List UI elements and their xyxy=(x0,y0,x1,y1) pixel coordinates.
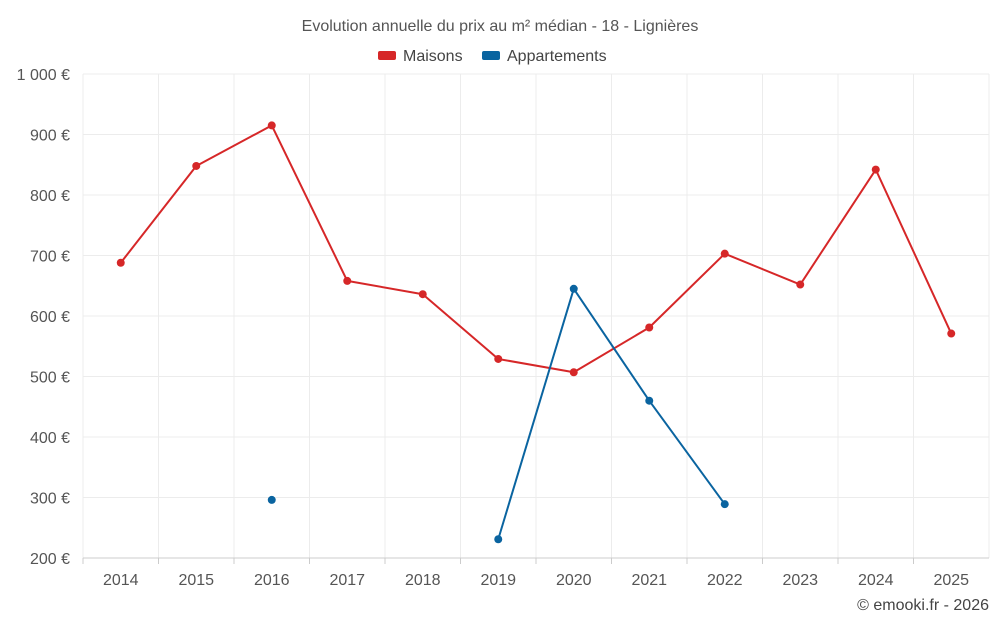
credit-text: © emooki.fr - 2026 xyxy=(857,597,989,614)
data-point[interactable] xyxy=(720,249,729,258)
grid xyxy=(82,73,990,559)
data-point[interactable] xyxy=(267,121,276,130)
x-tick-label: 2019 xyxy=(480,572,516,589)
legend-label[interactable]: Appartements xyxy=(507,48,607,65)
y-tick-label: 500 € xyxy=(30,370,70,387)
data-point[interactable] xyxy=(192,161,201,170)
series-line xyxy=(497,287,726,540)
y-tick-label: 700 € xyxy=(30,249,70,266)
x-tick-label: 2023 xyxy=(782,572,818,589)
chart-title: Evolution annuelle du prix au m² médian … xyxy=(302,18,699,35)
data-point[interactable] xyxy=(418,290,427,299)
data-point[interactable] xyxy=(494,354,503,363)
legend: Maisons Appartements xyxy=(378,48,607,65)
x-tick-label: 2022 xyxy=(707,572,743,589)
data-point[interactable] xyxy=(720,500,729,509)
data-point[interactable] xyxy=(796,280,805,289)
legend-label[interactable]: Maisons xyxy=(403,48,463,65)
y-tick-label: 600 € xyxy=(30,309,70,326)
data-point[interactable] xyxy=(569,284,578,293)
legend-swatch xyxy=(378,51,396,60)
legend-swatch xyxy=(482,51,500,60)
data-point[interactable] xyxy=(569,368,578,377)
series-line xyxy=(119,124,953,374)
y-tick-label: 400 € xyxy=(30,430,70,447)
y-tick-label: 200 € xyxy=(30,551,70,568)
data-point[interactable] xyxy=(871,165,880,174)
x-tick-label: 2017 xyxy=(329,572,365,589)
axes: 200 € 300 € 400 € 500 € 600 € 700 € 800 € 900 €… xyxy=(17,67,989,589)
x-tick-label: 2020 xyxy=(556,572,592,589)
data-point[interactable] xyxy=(494,535,503,544)
series-maisons xyxy=(116,121,956,377)
x-tick-label: 2025 xyxy=(933,572,969,589)
data-point[interactable] xyxy=(267,495,276,504)
series-layer xyxy=(116,121,956,544)
y-tick-label: 1 000 € xyxy=(17,67,70,84)
series-appartements xyxy=(267,284,729,544)
x-tick-label: 2024 xyxy=(858,572,894,589)
data-point[interactable] xyxy=(645,323,654,332)
x-tick-label: 2018 xyxy=(405,572,441,589)
data-point[interactable] xyxy=(343,276,352,285)
data-point[interactable] xyxy=(116,258,125,267)
y-tick-label: 300 € xyxy=(30,491,70,508)
y-tick-label: 900 € xyxy=(30,128,70,145)
data-point[interactable] xyxy=(947,329,956,338)
data-point[interactable] xyxy=(645,396,654,405)
y-tick-label: 800 € xyxy=(30,188,70,205)
x-tick-label: 2014 xyxy=(103,572,139,589)
x-tick-label: 2021 xyxy=(631,572,667,589)
x-tick-label: 2016 xyxy=(254,572,290,589)
x-tick-label: 2015 xyxy=(178,572,214,589)
